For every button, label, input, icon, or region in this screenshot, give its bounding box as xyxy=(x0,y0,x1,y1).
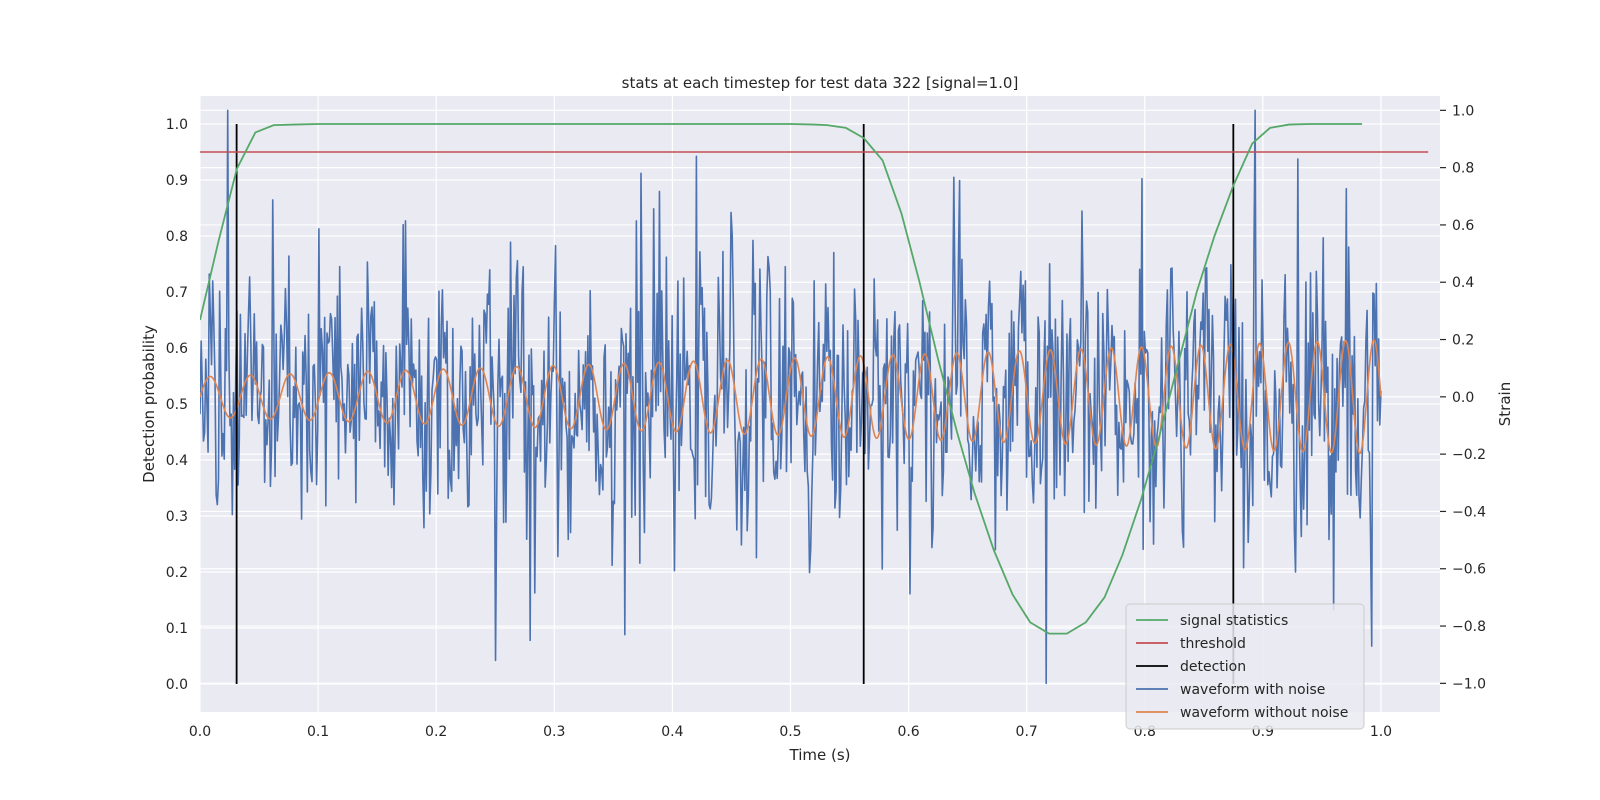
x-tick-label: 0.1 xyxy=(307,724,329,740)
x-tick-label: 0.7 xyxy=(1016,724,1038,740)
legend: signal statistics threshold detection wavef… xyxy=(1125,603,1365,730)
y-tick-label: 0.7 xyxy=(166,285,188,301)
y-tick-label: 0.2 xyxy=(166,565,188,581)
y-tick-label: 0.4 xyxy=(166,453,188,469)
legend-label: waveform with noise xyxy=(1180,682,1325,698)
x-tick-label: 1.0 xyxy=(1370,724,1392,740)
y-tick-label: 1.0 xyxy=(166,117,188,133)
legend-label: threshold xyxy=(1180,636,1246,652)
y2-tick-label: 0.8 xyxy=(1452,161,1474,177)
series-waveform-without-noise xyxy=(200,338,1382,455)
chart-title: stats at each timestep for test data 322… xyxy=(622,74,1019,92)
y-tick-label: 0.0 xyxy=(166,677,188,693)
y2-tick-label: 0.2 xyxy=(1452,333,1474,349)
y-tick-label: 0.9 xyxy=(166,173,188,189)
x-tick-label: 0.4 xyxy=(661,724,683,740)
y-tick-label: 0.3 xyxy=(166,509,188,525)
y-tick-label: 0.1 xyxy=(166,621,188,637)
y2-tick-label: 0.4 xyxy=(1452,275,1474,291)
y-tick-label: 0.5 xyxy=(166,397,188,413)
legend-label: detection xyxy=(1180,659,1246,675)
x-tick-label: 0.6 xyxy=(897,724,919,740)
y-tick-label: 0.8 xyxy=(166,229,188,245)
y2-tick-label: −0.2 xyxy=(1452,447,1486,463)
y2-tick-label: −0.8 xyxy=(1452,619,1486,635)
y2-tick-label: 1.0 xyxy=(1452,103,1474,119)
series-signal-statistics xyxy=(200,123,1363,635)
series-waveform-with-noise xyxy=(200,109,1382,685)
y2-axis-label: Strain xyxy=(1496,382,1514,426)
legend-box xyxy=(1125,603,1365,730)
y2-tick-label: −0.4 xyxy=(1452,504,1486,520)
y2-tick-label: 0.6 xyxy=(1452,218,1474,234)
x-axis-label: Time (s) xyxy=(789,746,851,764)
legend-label: signal statistics xyxy=(1180,613,1288,629)
y-tick-label: 0.6 xyxy=(166,341,188,357)
x-tick-label: 0.5 xyxy=(779,724,801,740)
legend-label: waveform without noise xyxy=(1180,705,1348,721)
x-tick-label: 0.0 xyxy=(189,724,211,740)
x-tick-label: 0.3 xyxy=(543,724,565,740)
y2-tick-label: −0.6 xyxy=(1452,562,1486,578)
y-axis-label: Detection probability xyxy=(140,325,158,483)
y2-tick-label: −1.0 xyxy=(1452,676,1486,692)
series-layer xyxy=(200,109,1429,685)
y2-tick-label: 0.0 xyxy=(1452,390,1474,406)
x-tick-label: 0.2 xyxy=(425,724,447,740)
